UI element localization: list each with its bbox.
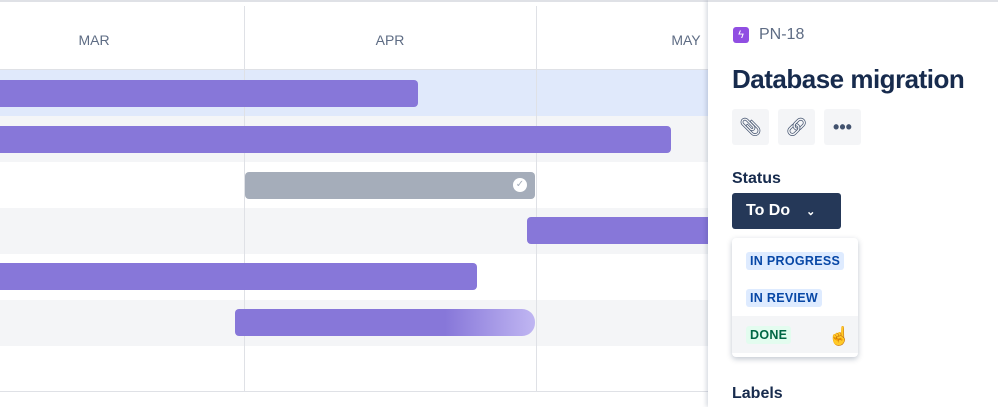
month-label: MAR	[78, 32, 110, 48]
status-label: Status	[732, 170, 781, 187]
issue-title[interactable]: Database migration	[732, 64, 965, 94]
lozenge: IN PROGRESS	[746, 251, 845, 270]
timeline-bar[interactable]	[527, 217, 717, 244]
status-dropdown[interactable]: To Do ⌄	[732, 193, 841, 229]
link-button[interactable]: 🔗︎	[778, 109, 815, 145]
timeline-bar[interactable]	[235, 309, 535, 336]
more-icon: •••	[833, 116, 852, 137]
timeline: MAR APR MAY ✓	[0, 0, 717, 392]
grid-line	[244, 6, 245, 392]
status-menu: IN PROGRESS IN REVIEW DONE ☝	[732, 238, 858, 357]
chevron-down-icon: ⌄	[806, 205, 816, 218]
month-label: MAY	[671, 32, 701, 48]
check-icon: ✓	[513, 178, 527, 192]
status-value: To Do	[746, 202, 791, 219]
lozenge: IN REVIEW	[746, 288, 822, 307]
issue-key[interactable]: ϟ PN-18	[733, 26, 804, 44]
status-option-done[interactable]: DONE ☝	[732, 316, 858, 353]
status-option-in-review[interactable]: IN REVIEW	[732, 279, 858, 316]
timeline-bar-done[interactable]: ✓	[245, 172, 535, 199]
grid-line	[536, 6, 537, 392]
timeline-row[interactable]	[0, 346, 708, 392]
paperclip-icon: 📎︎	[739, 116, 762, 137]
timeline-bar[interactable]	[0, 80, 418, 107]
issue-key-text: PN-18	[759, 26, 805, 43]
status-option-in-progress[interactable]: IN PROGRESS	[732, 242, 858, 279]
hand-cursor-icon: ☝	[828, 326, 851, 346]
lozenge: DONE	[746, 325, 792, 344]
labels-label: Labels	[732, 385, 783, 402]
issue-detail-panel: ϟ PN-18 Database migration 📎︎ 🔗︎ ••• Sta…	[708, 0, 998, 407]
lightning-icon: ϟ	[733, 27, 749, 43]
divider	[0, 391, 708, 392]
timeline-header: MAR APR MAY	[0, 6, 708, 70]
link-icon: 🔗︎	[785, 116, 808, 137]
timeline-bar[interactable]	[0, 126, 671, 153]
attach-button[interactable]: 📎︎	[732, 109, 769, 145]
month-label: APR	[375, 32, 405, 48]
more-button[interactable]: •••	[824, 109, 861, 145]
timeline-bar[interactable]	[0, 263, 477, 290]
